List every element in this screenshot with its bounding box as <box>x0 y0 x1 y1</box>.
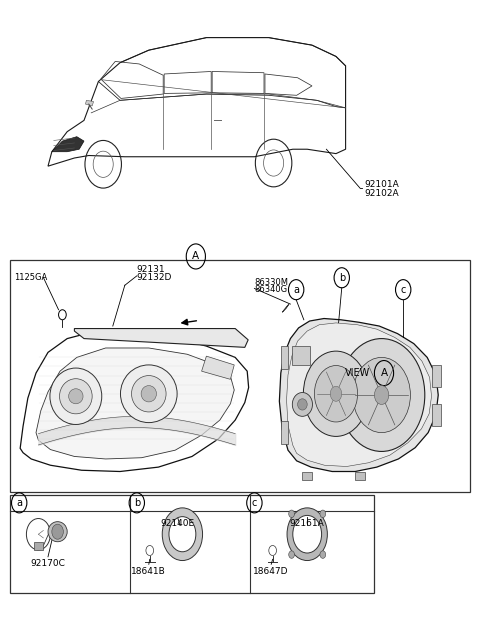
Text: VIEW: VIEW <box>345 368 370 378</box>
Text: a: a <box>16 498 22 508</box>
Text: 18641B: 18641B <box>132 567 166 576</box>
Polygon shape <box>36 348 234 459</box>
Polygon shape <box>74 329 248 347</box>
Text: b: b <box>133 498 140 508</box>
Polygon shape <box>52 137 84 152</box>
Text: 92161A: 92161A <box>290 519 324 527</box>
Text: 18647D: 18647D <box>253 567 289 576</box>
Text: 86340G: 86340G <box>254 285 288 294</box>
Ellipse shape <box>48 522 67 542</box>
Text: 92140E: 92140E <box>160 519 195 527</box>
Text: 92101A: 92101A <box>365 181 399 189</box>
Text: A: A <box>381 368 387 378</box>
Text: c: c <box>252 498 257 508</box>
Text: a: a <box>293 285 299 295</box>
Polygon shape <box>202 356 234 379</box>
Text: 92170C: 92170C <box>31 559 65 568</box>
Text: 92132D: 92132D <box>137 273 172 282</box>
Polygon shape <box>85 100 94 106</box>
Circle shape <box>52 524 63 539</box>
Polygon shape <box>282 304 289 312</box>
Ellipse shape <box>132 376 166 412</box>
Circle shape <box>303 351 369 436</box>
Ellipse shape <box>120 365 177 423</box>
Circle shape <box>330 386 342 401</box>
Bar <box>10 495 374 593</box>
Bar <box>281 346 288 369</box>
Ellipse shape <box>69 389 83 404</box>
Ellipse shape <box>292 393 312 416</box>
Bar <box>10 260 470 492</box>
Bar <box>281 421 288 444</box>
Circle shape <box>353 357 410 433</box>
Circle shape <box>288 551 294 559</box>
Text: c: c <box>400 285 406 295</box>
Text: 86330M: 86330M <box>254 278 288 287</box>
Circle shape <box>320 510 326 517</box>
Polygon shape <box>279 319 438 472</box>
Bar <box>432 404 441 426</box>
Circle shape <box>338 339 425 451</box>
Text: 92102A: 92102A <box>365 189 399 198</box>
Text: b: b <box>338 273 345 283</box>
Polygon shape <box>302 472 312 480</box>
Circle shape <box>374 386 389 404</box>
Bar <box>432 365 441 387</box>
Polygon shape <box>355 472 365 480</box>
Text: A: A <box>192 251 199 261</box>
Ellipse shape <box>298 399 307 410</box>
Ellipse shape <box>60 379 92 414</box>
Circle shape <box>314 366 358 422</box>
Ellipse shape <box>141 386 156 402</box>
Text: 92131: 92131 <box>137 265 166 274</box>
Polygon shape <box>20 331 249 472</box>
Text: 1125GA: 1125GA <box>14 273 48 282</box>
Circle shape <box>320 551 326 559</box>
Ellipse shape <box>50 368 102 424</box>
Circle shape <box>288 510 294 517</box>
Bar <box>292 346 310 365</box>
Bar <box>34 542 43 550</box>
Polygon shape <box>287 323 432 466</box>
